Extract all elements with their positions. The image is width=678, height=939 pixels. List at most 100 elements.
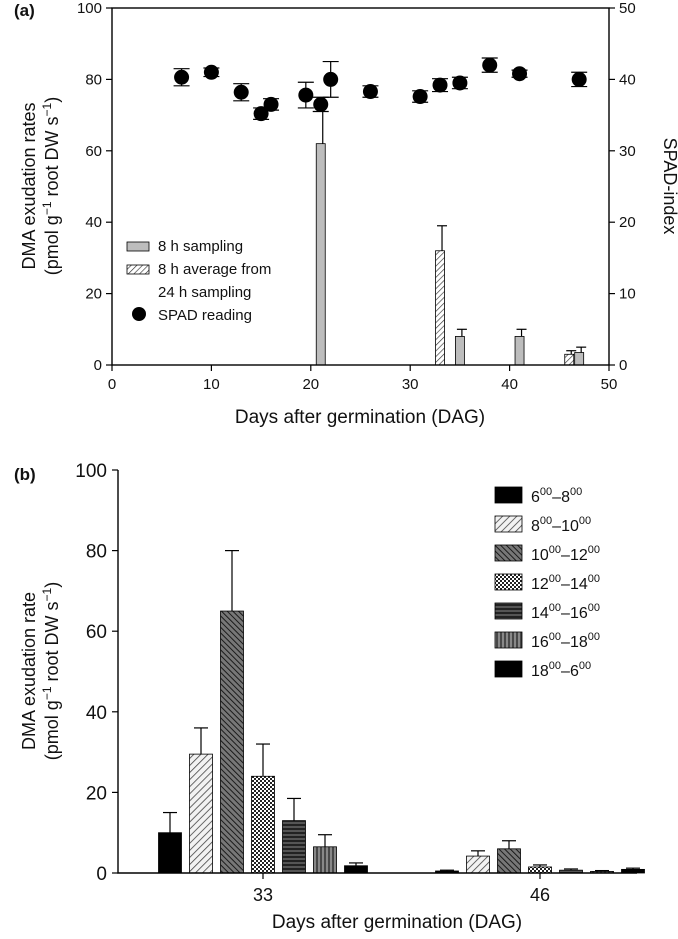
a-y-tick-label-60: 60	[85, 143, 102, 160]
legend-label-part-4: 00	[588, 573, 600, 585]
panel-a-y-ticks: 0 20 40 60 80 100	[77, 0, 112, 374]
b-yl-p1: (pmol g	[42, 700, 62, 760]
b-y-tick-label-100: 100	[75, 461, 107, 482]
spad-point-7	[323, 71, 339, 87]
legend-label-8-00-10-00: 800–1000	[531, 515, 591, 535]
legend-label-part-0: 6	[531, 489, 540, 506]
panel-b-legend: 600–800800–10001000–12001200–14001400–16…	[494, 486, 600, 680]
bar-8-h-average-from-24-h-sampling-1	[564, 353, 575, 366]
legend-label-part-3: 8	[561, 489, 570, 506]
legend-label-part-3: 18	[570, 634, 588, 651]
legend-label-8h-sampling: 8 h sampling	[158, 238, 243, 255]
legend-label-part-4: 00	[588, 602, 600, 614]
spad-point-8	[362, 84, 378, 100]
bar-8-h-sampling-2	[514, 336, 525, 366]
a-yl-p1: (pmol g	[42, 215, 62, 275]
panel-a-bars	[315, 103, 587, 366]
legend-label-part-2: –	[552, 518, 561, 535]
legend-label-part-0: 10	[531, 547, 549, 564]
a-y-tick-label-100: 100	[77, 0, 102, 17]
legend-label-part-2: –	[561, 663, 570, 680]
bar-10-00-12-00-dag33	[220, 610, 244, 874]
bar-6-00-8-00-dag33	[158, 832, 182, 874]
panel-a-x-ticks: 0 10 20 30 40 50	[108, 365, 617, 393]
spad-point-12	[482, 57, 498, 73]
a-x-tick-label-10: 10	[203, 376, 220, 393]
legend-swatch-16-00-18-00	[494, 631, 523, 649]
b-y-tick-label-60: 60	[86, 622, 107, 643]
legend-swatch-14-00-16-00	[494, 602, 523, 620]
legend-label-24h-sampling: 24 h sampling	[158, 284, 251, 301]
spad-point-13	[512, 66, 528, 82]
legend-label-part-1: 00	[540, 486, 552, 498]
legend-label-part-4: 00	[588, 544, 600, 556]
legend-label-18-00-6-00: 1800–600	[531, 660, 591, 680]
a-yl-sup1: −1	[40, 201, 54, 215]
b-x-tick-label-33: 33	[253, 885, 273, 905]
panel-b-x-axis-title: Days after germination (DAG)	[272, 912, 522, 933]
legend-label-part-4: 00	[570, 486, 582, 498]
legend-label-part-1: 00	[549, 602, 561, 614]
panel-a-spad-points	[173, 57, 588, 122]
b-yl-p3: )	[42, 582, 62, 588]
bar-10-00-12-00-dag46	[497, 848, 521, 874]
a-y2-tick-label-10: 10	[619, 286, 636, 303]
bar-16-00-18-00-dag33	[313, 846, 337, 874]
legend-label-part-2: –	[561, 547, 570, 564]
legend-label-part-2: –	[561, 634, 570, 651]
spad-point-10	[432, 77, 448, 93]
panel-b-y-axis-title-line1: DMA exudation rate	[19, 592, 39, 750]
a-y-tick-label-80: 80	[85, 71, 102, 88]
bar-8-00-10-00-dag46	[466, 855, 490, 874]
legend-label-6-00-8-00: 600–800	[531, 486, 582, 506]
b-x-tick-label-46: 46	[530, 885, 550, 905]
a-y2-tick-label-30: 30	[619, 143, 636, 160]
spad-point-4	[263, 96, 279, 112]
legend-label-part-3: 14	[570, 576, 588, 593]
legend-label-part-1: 00	[540, 515, 552, 527]
a-y-tick-label-0: 0	[94, 357, 102, 374]
b-y-tick-label-40: 40	[86, 703, 107, 724]
legend-label-part-2: –	[561, 576, 570, 593]
legend-label-part-2: –	[561, 605, 570, 622]
bar-12-00-14-00-dag46	[528, 866, 552, 874]
panel-a-x-axis-title: Days after germination (DAG)	[235, 407, 485, 428]
panel-b-y-ticks: 0 20 40 60 80 100	[75, 461, 118, 885]
b-y-tick-label-0: 0	[96, 864, 107, 885]
a-yl-p3: )	[42, 97, 62, 103]
a-x-tick-label-40: 40	[501, 376, 518, 393]
legend-swatch-18-00-6-00	[494, 660, 523, 678]
spad-point-11	[452, 75, 468, 91]
legend-label-part-0: 18	[531, 663, 549, 680]
legend-label-spad: SPAD reading	[158, 307, 252, 324]
legend-label-part-4: 00	[579, 515, 591, 527]
legend-label-part-3: 12	[570, 547, 588, 564]
panel-a-label: (a)	[14, 1, 35, 20]
legend-swatch-12-00-14-00	[494, 573, 523, 591]
panel-a-legend: 8 h sampling 8 h average from 24 h sampl…	[126, 238, 271, 324]
bar-14-00-16-00-dag33	[282, 820, 306, 874]
legend-label-part-1: 00	[549, 573, 561, 585]
panel-a-y-axis-title-line2: (pmol g−1 root DW s−1)	[40, 97, 62, 275]
legend-label-part-3: 16	[570, 605, 588, 622]
legend-label-16-00-18-00: 1600–1800	[531, 631, 600, 651]
a-x-tick-label-30: 30	[402, 376, 419, 393]
legend-label-part-3: 10	[561, 518, 579, 535]
spad-point-0	[174, 69, 190, 85]
panel-b-x-ticks: 33 46	[253, 873, 550, 905]
legend-label-part-0: 8	[531, 518, 540, 535]
legend-swatch-6-00-8-00	[494, 486, 523, 504]
bar-18-00-6-00-dag33	[344, 865, 368, 874]
spad-point-2	[233, 84, 249, 100]
panel-a: (a) 0 10 20 30 40 50 0 20 40 60 80 100 0 10 20 30 40 50…	[14, 0, 678, 428]
bar-8-h-sampling-3	[574, 352, 585, 366]
panel-b-label: (b)	[14, 465, 36, 484]
legend-label-part-1: 00	[549, 631, 561, 643]
legend-label-part-4: 00	[579, 660, 591, 672]
panel-b-y-axis-title-line2: (pmol g−1 root DW s−1)	[40, 582, 62, 760]
legend-swatch-8h-average	[126, 264, 150, 275]
a-x-tick-label-20: 20	[302, 376, 319, 393]
spad-point-9	[412, 89, 428, 105]
bar-8-h-sampling-1	[454, 336, 465, 366]
legend-label-8h-average: 8 h average from	[158, 261, 271, 278]
